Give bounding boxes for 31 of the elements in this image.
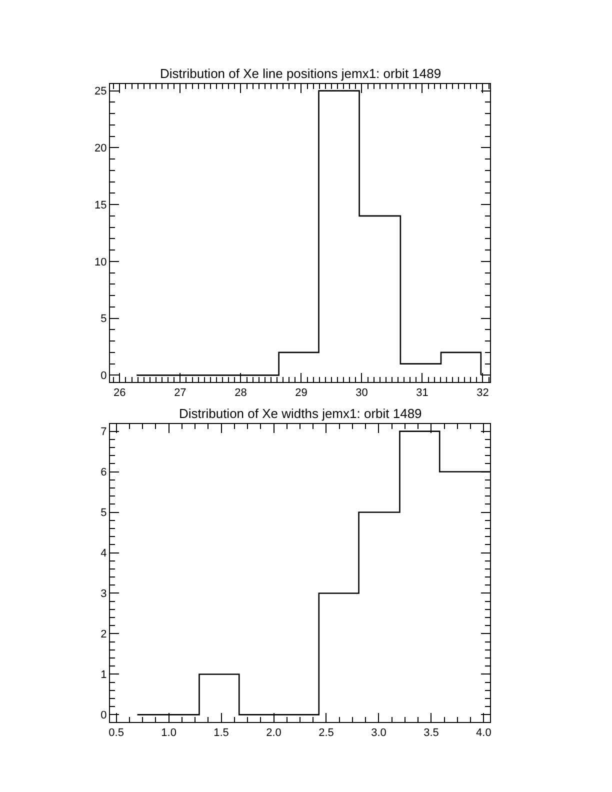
y-tick-label: 25 — [94, 86, 107, 98]
y-tick-label: 0 — [100, 370, 107, 382]
chart-title: Distribution of Xe widths jemx1: orbit 1489 — [179, 406, 422, 421]
y-tick-label: 0 — [100, 710, 107, 722]
x-tick-label: 2.0 — [266, 727, 282, 740]
x-tick-label: 3.0 — [371, 727, 386, 740]
y-tick-label: 20 — [94, 142, 107, 155]
x-tick-label: 1.5 — [214, 727, 229, 740]
x-tick-label: 31 — [416, 387, 428, 400]
x-tick-label: 0.5 — [108, 727, 124, 740]
x-tick-label: 32 — [476, 387, 489, 400]
y-tick-label: 1 — [100, 669, 107, 682]
y-tick-label: 10 — [94, 256, 107, 268]
y-tick-label: 6 — [100, 466, 107, 479]
x-tick-label: 2.5 — [318, 727, 334, 740]
y-tick-label: 15 — [94, 199, 107, 212]
y-tick-label: 5 — [100, 507, 107, 520]
x-tick-label: 30 — [356, 387, 368, 400]
y-tick-label: 2 — [100, 628, 107, 641]
x-tick-label: 4.0 — [476, 727, 492, 740]
x-tick-label: 29 — [295, 387, 308, 400]
x-tick-label: 28 — [234, 387, 247, 400]
chart-title: Distribution of Xe line positions jemx1: orbit 1489 — [160, 66, 442, 81]
x-tick-label: 26 — [114, 387, 126, 400]
y-tick-label: 7 — [100, 426, 107, 438]
y-tick-label: 3 — [100, 588, 107, 600]
x-tick-label: 1.0 — [161, 727, 176, 740]
y-tick-label: 5 — [100, 313, 107, 326]
x-tick-label: 27 — [174, 387, 186, 400]
x-tick-label: 3.5 — [424, 727, 439, 740]
y-tick-label: 4 — [100, 548, 107, 560]
